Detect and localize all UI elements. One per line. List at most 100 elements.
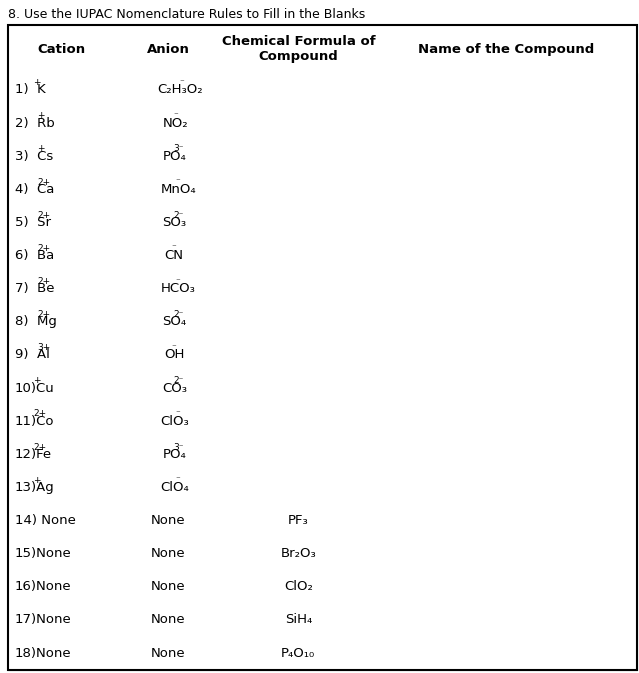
- Text: 8)  Mg: 8) Mg: [15, 316, 57, 328]
- Text: 3)  Cs: 3) Cs: [15, 149, 53, 163]
- Text: 13)Ag: 13)Ag: [15, 481, 54, 494]
- Bar: [376, 272, 637, 306]
- Text: Name of the Compound: Name of the Compound: [418, 42, 594, 56]
- Text: 15)None: 15)None: [15, 547, 72, 560]
- Bar: [8, 504, 115, 537]
- Text: ⁻: ⁻: [176, 178, 180, 186]
- Bar: [376, 637, 637, 670]
- Bar: [8, 239, 115, 272]
- Bar: [376, 25, 637, 73]
- Bar: [376, 437, 637, 471]
- Bar: [221, 25, 376, 73]
- Text: PO₄: PO₄: [162, 149, 186, 163]
- Text: None: None: [151, 580, 185, 594]
- Text: P₄O₁₀: P₄O₁₀: [281, 647, 316, 660]
- Bar: [115, 272, 221, 306]
- Bar: [221, 604, 376, 637]
- Bar: [221, 239, 376, 272]
- Bar: [115, 206, 221, 239]
- Bar: [8, 437, 115, 471]
- Bar: [115, 471, 221, 504]
- Text: None: None: [151, 647, 185, 660]
- Bar: [8, 73, 115, 106]
- Text: 3+: 3+: [37, 343, 50, 352]
- Text: 2+: 2+: [37, 178, 50, 186]
- Text: 9)  Al: 9) Al: [15, 349, 50, 361]
- Text: CO₃: CO₃: [162, 382, 187, 394]
- Bar: [221, 139, 376, 173]
- Text: 3⁻: 3⁻: [174, 145, 184, 153]
- Bar: [221, 404, 376, 437]
- Text: +: +: [33, 476, 41, 485]
- Bar: [115, 637, 221, 670]
- Text: 18)None: 18)None: [15, 647, 72, 660]
- Text: ⁻: ⁻: [179, 78, 184, 87]
- Text: 2+: 2+: [37, 244, 50, 253]
- Bar: [115, 537, 221, 570]
- Text: HCO₃: HCO₃: [160, 282, 196, 295]
- Bar: [376, 73, 637, 106]
- Text: +: +: [33, 78, 41, 87]
- Text: 2+: 2+: [33, 443, 47, 452]
- Text: Cation: Cation: [38, 42, 86, 56]
- Text: NO₂: NO₂: [162, 116, 188, 129]
- Bar: [115, 404, 221, 437]
- Bar: [115, 371, 221, 404]
- Bar: [115, 437, 221, 471]
- Text: ⁻: ⁻: [176, 277, 180, 286]
- Text: 1)  K: 1) K: [15, 83, 45, 96]
- Text: 8. Use the IUPAC Nomenclature Rules to Fill in the Blanks: 8. Use the IUPAC Nomenclature Rules to F…: [8, 8, 366, 21]
- Text: 10)Cu: 10)Cu: [15, 382, 54, 394]
- Text: Br₂O₃: Br₂O₃: [281, 547, 316, 560]
- Bar: [376, 537, 637, 570]
- Bar: [8, 206, 115, 239]
- Bar: [115, 73, 221, 106]
- Bar: [8, 339, 115, 371]
- Bar: [8, 272, 115, 306]
- Bar: [221, 173, 376, 206]
- Bar: [221, 371, 376, 404]
- Bar: [115, 306, 221, 339]
- Bar: [8, 106, 115, 139]
- Bar: [221, 339, 376, 371]
- Bar: [8, 371, 115, 404]
- Text: 7)  Be: 7) Be: [15, 282, 54, 295]
- Bar: [221, 471, 376, 504]
- Bar: [8, 471, 115, 504]
- Bar: [8, 637, 115, 670]
- Bar: [8, 306, 115, 339]
- Text: 5)  Sr: 5) Sr: [15, 216, 50, 229]
- Bar: [8, 173, 115, 206]
- Bar: [376, 371, 637, 404]
- Bar: [115, 604, 221, 637]
- Text: ⁻: ⁻: [172, 343, 176, 352]
- Text: ⁻: ⁻: [174, 111, 178, 120]
- Bar: [115, 570, 221, 604]
- Bar: [376, 471, 637, 504]
- Bar: [8, 570, 115, 604]
- Text: 3⁻: 3⁻: [174, 443, 184, 452]
- Text: ClO₄: ClO₄: [160, 481, 189, 494]
- Bar: [115, 339, 221, 371]
- Bar: [221, 437, 376, 471]
- Text: None: None: [151, 547, 185, 560]
- Bar: [376, 570, 637, 604]
- Text: ClO₂: ClO₂: [284, 580, 312, 594]
- Bar: [115, 25, 221, 73]
- Text: 2⁻: 2⁻: [174, 211, 184, 219]
- Bar: [221, 206, 376, 239]
- Text: 2⁻: 2⁻: [174, 376, 184, 385]
- Text: PO₄: PO₄: [162, 448, 186, 461]
- Text: PF₃: PF₃: [288, 514, 309, 527]
- Text: CN: CN: [164, 249, 183, 262]
- Text: 2+: 2+: [37, 310, 50, 319]
- Text: ⁻: ⁻: [172, 244, 176, 253]
- Text: None: None: [151, 614, 185, 627]
- Text: 14) None: 14) None: [15, 514, 75, 527]
- Text: 17)None: 17)None: [15, 614, 72, 627]
- Bar: [376, 604, 637, 637]
- Bar: [221, 272, 376, 306]
- Bar: [376, 339, 637, 371]
- Bar: [221, 306, 376, 339]
- Text: ClO₃: ClO₃: [160, 415, 189, 427]
